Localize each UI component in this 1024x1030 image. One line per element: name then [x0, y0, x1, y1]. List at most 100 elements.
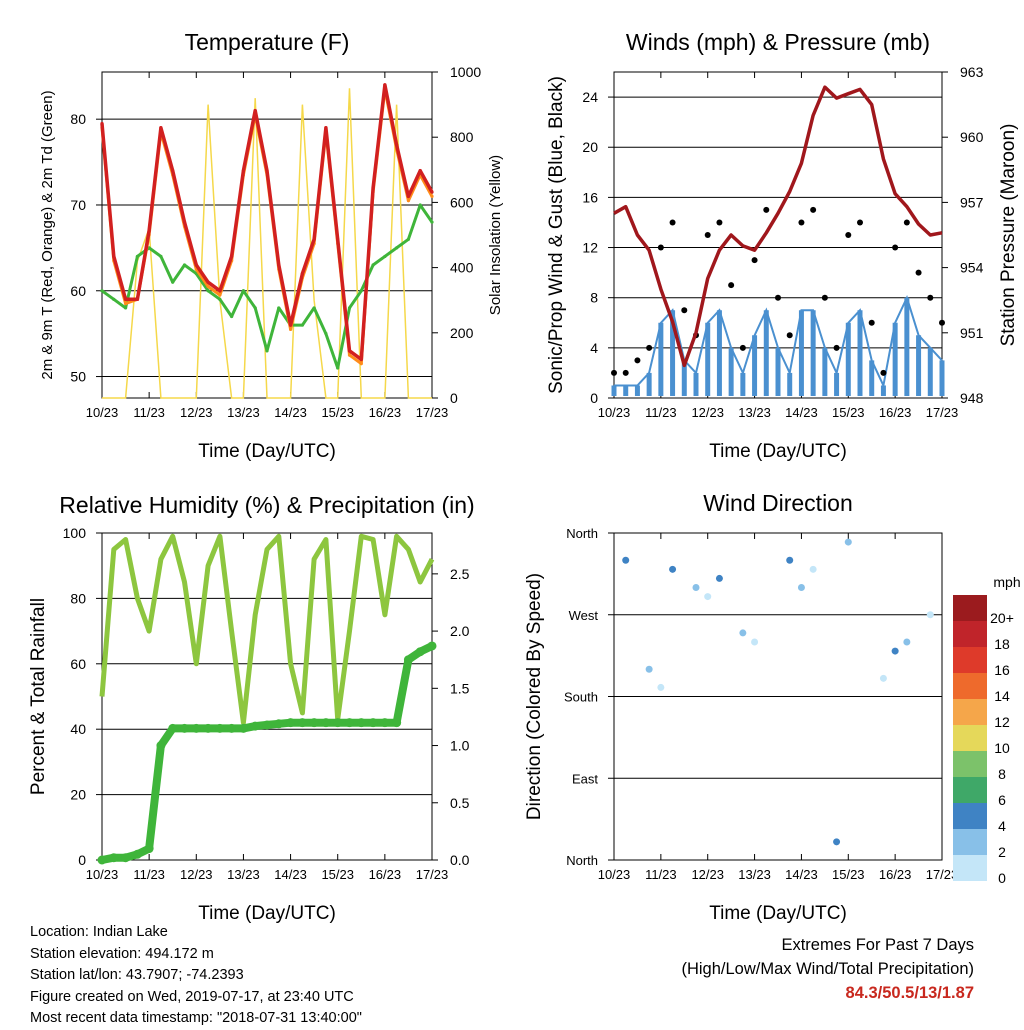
y2-tick-label-0-1: 200 [450, 325, 474, 341]
x-tick-label-1-6: 16/23 [879, 405, 912, 420]
precipitation-point-8 [191, 723, 201, 733]
dewpoint-2m-line-point-0 [100, 289, 104, 293]
x-axis-label-0: Time (Day/UTC) [198, 441, 336, 462]
wind-gust-point-6 [681, 307, 688, 314]
colorbar-swatch-7 [953, 777, 987, 803]
colorbar-label-3: 14 [994, 688, 1010, 704]
wind-gust-point-1 [622, 369, 629, 376]
dewpoint-2m-line-point-21 [347, 306, 352, 310]
dewpoint-2m-line-point-14 [265, 349, 269, 353]
dewpoint-2m-line-point-26 [406, 237, 411, 241]
wind-gust-point-5 [669, 219, 676, 226]
wind-direction-point-13 [844, 538, 852, 546]
temperature-2m-line-point-8 [194, 263, 198, 267]
x-tick-label-2-4: 14/23 [274, 867, 307, 882]
precipitation-point-2 [121, 853, 131, 863]
y2-tick-label-2-2: 1.0 [450, 738, 470, 754]
precipitation-point-13 [250, 721, 260, 731]
wind-direction-point-6 [715, 574, 723, 582]
colorbar-label-9: 2 [998, 844, 1006, 860]
precipitation-point-11 [227, 723, 237, 733]
wind-gust-point-4 [657, 244, 664, 251]
y-axis-label-3: Direction (Colored By Speed) [524, 573, 545, 820]
y-tick-label-1-3: 12 [582, 240, 598, 256]
x-tick-label-2-7: 17/23 [416, 867, 449, 882]
total-precipitation-line [101, 642, 434, 864]
wind-gust-point-22 [868, 319, 875, 326]
colorbar-swatch-4 [953, 699, 987, 725]
temperature-2m-line-point-6 [171, 169, 175, 173]
y2-tick-label-1-4: 960 [960, 129, 984, 145]
y-tick-label-2-2: 40 [70, 721, 86, 737]
wind-gust-point-28 [939, 319, 945, 326]
y2-tick-label-1-2: 954 [960, 260, 984, 276]
colorbar-swatch-0 [953, 595, 987, 621]
wind-direction-point-4 [692, 584, 700, 591]
wind-gust-point-11 [739, 344, 746, 351]
wind-gust-point-13 [763, 206, 770, 213]
y2-tick-label-2-1: 0.5 [450, 795, 470, 811]
precipitation-point-17 [297, 718, 307, 728]
wind-gust-point-27 [927, 294, 934, 301]
temperature-9m-line-point-16 [288, 327, 293, 331]
x-tick-label-2-3: 13/23 [227, 867, 260, 882]
x-tick-label-0-5: 15/23 [321, 405, 354, 420]
wind-direction-point-2 [657, 683, 665, 691]
y2-tick-label-0-3: 600 [450, 194, 474, 210]
temperature-2m-line-point-13 [253, 109, 257, 113]
temperature-2m-line-point-28 [430, 190, 434, 194]
plot-frame-1 [613, 71, 943, 399]
wind-direction-point-15 [891, 647, 899, 655]
colorbar-swatch-6 [953, 751, 987, 777]
dewpoint-2m-line-point-11 [230, 314, 234, 319]
solar-insolation-line [102, 88, 432, 399]
temperature-9m-line-point-28 [430, 194, 434, 198]
y-tick-label-1-1: 4 [590, 340, 598, 356]
y2-axis-label-0: Solar Insolation (Yellow) [487, 155, 504, 315]
precipitation-point-10 [215, 723, 225, 733]
wind-direction-point-8 [751, 638, 759, 646]
precipitation-point-18 [309, 718, 319, 728]
pressure-line [613, 85, 943, 368]
y-tick-label-1-6: 24 [582, 89, 598, 105]
temperature-2m-line-point-20 [336, 237, 340, 241]
dewpoint-2m-line-point-15 [277, 306, 281, 310]
wind-gust-point-26 [915, 269, 922, 276]
x-tick-label-1-1: 11/23 [645, 405, 677, 420]
x-tick-label-1-4: 14/23 [785, 405, 818, 420]
x-tick-label-3-2: 12/23 [691, 867, 724, 882]
wind-gust-point-10 [728, 282, 735, 289]
precipitation-point-22 [356, 718, 366, 728]
x-tick-label-1-2: 12/23 [691, 405, 724, 420]
y-tick-label-0-1: 60 [70, 283, 86, 299]
temperature-2m-line-point-7 [182, 220, 187, 224]
recent-timestamp-text: Most recent data timestamp: "2018-07-31 … [30, 1010, 362, 1026]
y-tick-label-3-0: North [566, 526, 598, 541]
dewpoint-2m-line-point-20 [336, 366, 340, 370]
wind-gust-point-16 [798, 219, 805, 226]
y-tick-label-3-1: West [569, 608, 599, 623]
chart-title-0: Temperature (F) [185, 29, 350, 55]
temperature-2m-line-point-23 [371, 186, 375, 190]
colorbar-swatch-9 [953, 829, 987, 855]
temperature-2m-line-point-9 [206, 280, 210, 284]
y-tick-label-1-2: 8 [590, 290, 598, 306]
x-tick-label-3-3: 13/23 [738, 867, 771, 882]
precipitation-point-1 [109, 853, 119, 863]
temperature-2m-line-point-26 [406, 194, 411, 198]
colorbar-label-5: 10 [994, 740, 1010, 756]
y2-tick-label-1-1: 951 [960, 325, 984, 341]
colorbar-swatch-8 [953, 803, 987, 829]
x-tick-label-2-2: 12/23 [180, 867, 213, 882]
y2-tick-label-0-0: 0 [450, 390, 458, 406]
x-tick-label-3-6: 16/23 [879, 867, 912, 882]
wind-direction-point-11 [809, 565, 817, 573]
wind-direction-point-9 [786, 556, 794, 564]
precipitation-point-3 [132, 849, 142, 859]
temperature-9m-line-point-26 [406, 199, 411, 203]
x-tick-label-0-7: 17/23 [416, 405, 449, 420]
temperature-2m-line-point-24 [383, 83, 387, 87]
colorbar-label-4: 12 [994, 714, 1010, 730]
x-tick-label-2-0: 10/23 [86, 867, 119, 882]
